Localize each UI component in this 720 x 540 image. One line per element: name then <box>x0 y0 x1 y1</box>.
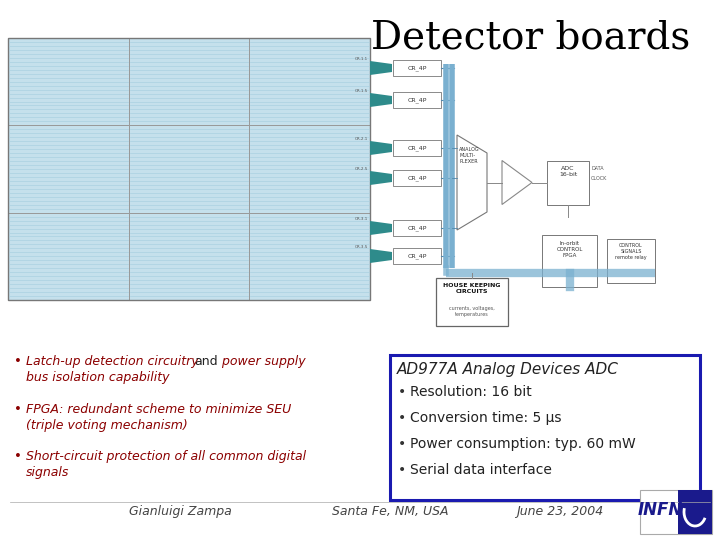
Bar <box>129 125 249 213</box>
Text: CR_4P: CR_4P <box>408 145 427 151</box>
Text: DATA: DATA <box>591 166 603 172</box>
Text: CONTROL
SIGNALS
remote relay: CONTROL SIGNALS remote relay <box>615 243 647 260</box>
Text: power supply: power supply <box>218 355 305 368</box>
Text: CR.3.5: CR.3.5 <box>355 245 368 249</box>
Text: Power consumption: typ. 60 mW: Power consumption: typ. 60 mW <box>410 437 636 451</box>
Text: Short-circuit protection of all common digital: Short-circuit protection of all common d… <box>26 450 306 463</box>
Text: CR.1.1: CR.1.1 <box>355 57 368 61</box>
Bar <box>8 38 370 300</box>
Bar <box>249 125 370 213</box>
Text: FPGA: redundant scheme to minimize SEU: FPGA: redundant scheme to minimize SEU <box>26 403 292 416</box>
Bar <box>678 490 712 534</box>
Text: •: • <box>398 385 406 399</box>
Polygon shape <box>370 171 392 185</box>
Bar <box>547 160 589 205</box>
Bar <box>129 38 249 125</box>
Text: Serial data interface: Serial data interface <box>410 463 552 477</box>
Text: currents, voltages,
temperatures: currents, voltages, temperatures <box>449 306 495 317</box>
Polygon shape <box>370 93 392 107</box>
Polygon shape <box>370 221 392 235</box>
Text: CR_4P: CR_4P <box>408 253 427 259</box>
Text: Conversion time: 5 μs: Conversion time: 5 μs <box>410 411 562 425</box>
Bar <box>8 213 129 300</box>
Text: •: • <box>14 355 22 368</box>
Text: CR.2.1: CR.2.1 <box>355 137 368 141</box>
Polygon shape <box>370 141 392 155</box>
Bar <box>249 213 370 300</box>
Bar <box>640 490 712 534</box>
Bar <box>8 38 129 125</box>
Bar <box>393 140 441 156</box>
Text: AD977A Analog Devices ADC: AD977A Analog Devices ADC <box>397 362 619 377</box>
Bar <box>393 92 441 108</box>
Bar <box>542 235 597 287</box>
Text: INFN: INFN <box>637 501 683 519</box>
Text: CLOCK: CLOCK <box>591 177 608 181</box>
Bar <box>436 278 508 326</box>
Text: June 23, 2004: June 23, 2004 <box>516 505 603 518</box>
Text: •: • <box>398 411 406 425</box>
Text: ANALOG
MULTI-
PLEXER: ANALOG MULTI- PLEXER <box>459 147 480 164</box>
Bar <box>607 239 655 283</box>
Text: Detector boards: Detector boards <box>371 19 690 57</box>
Text: Gianluigi Zampa: Gianluigi Zampa <box>129 505 231 518</box>
Text: •: • <box>14 403 22 416</box>
Text: (triple voting mechanism): (triple voting mechanism) <box>26 419 188 432</box>
Text: CR_4P: CR_4P <box>408 175 427 181</box>
Text: •: • <box>398 463 406 477</box>
Text: CR_4P: CR_4P <box>408 97 427 103</box>
Bar <box>8 125 129 213</box>
Text: and: and <box>194 355 217 368</box>
Bar <box>390 355 700 500</box>
Polygon shape <box>370 61 392 75</box>
Text: bus isolation capability: bus isolation capability <box>26 371 169 384</box>
Text: CR_4P: CR_4P <box>408 225 427 231</box>
Text: HOUSE KEEPING
CIRCUITS: HOUSE KEEPING CIRCUITS <box>444 283 500 294</box>
Bar <box>393 60 441 76</box>
Text: Latch-up detection circuitry: Latch-up detection circuitry <box>26 355 202 368</box>
Text: Santa Fe, NM, USA: Santa Fe, NM, USA <box>332 505 449 518</box>
Text: CR.3.1: CR.3.1 <box>355 217 368 221</box>
Text: Resolution: 16 bit: Resolution: 16 bit <box>410 385 532 399</box>
Polygon shape <box>502 160 532 205</box>
Bar <box>249 38 370 125</box>
Text: CR.1.5: CR.1.5 <box>355 89 368 93</box>
Polygon shape <box>457 135 487 230</box>
Bar <box>393 248 441 264</box>
Text: •: • <box>398 437 406 451</box>
Text: CR.2.5: CR.2.5 <box>355 167 368 171</box>
Bar <box>393 170 441 186</box>
Bar <box>129 213 249 300</box>
Polygon shape <box>370 249 392 263</box>
Text: signals: signals <box>26 466 69 479</box>
Text: CR_4P: CR_4P <box>408 65 427 71</box>
Text: In-orbit
CONTROL
FPGA: In-orbit CONTROL FPGA <box>557 241 582 258</box>
Text: ADC
16-bit: ADC 16-bit <box>559 166 577 177</box>
Bar <box>393 220 441 236</box>
Text: •: • <box>14 450 22 463</box>
